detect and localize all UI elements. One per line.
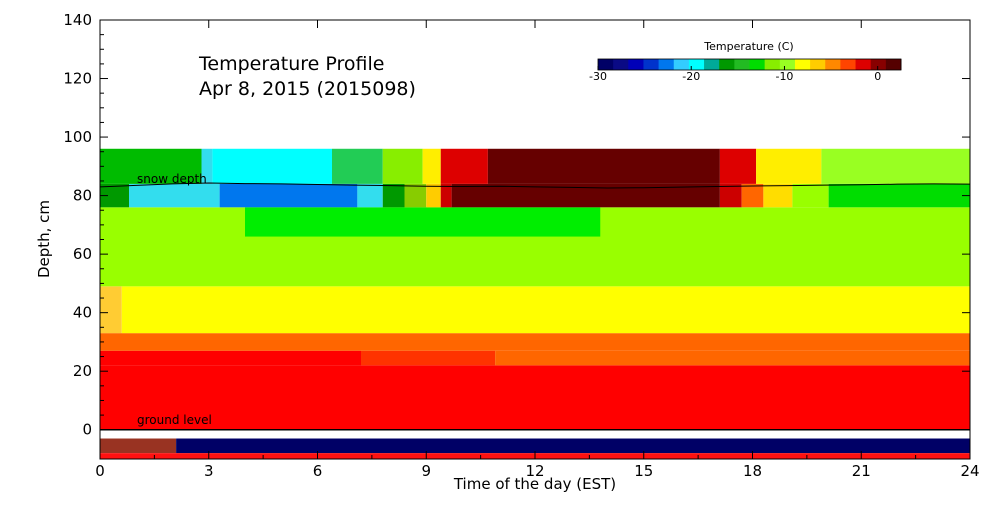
colorbar-cell <box>688 59 705 70</box>
colorbar-title: Temperature (C) <box>703 40 793 53</box>
heatmap-cell <box>357 183 383 208</box>
colorbar-cell <box>719 59 735 70</box>
colorbar-cell <box>840 59 857 70</box>
heatmap-cell <box>828 183 970 208</box>
x-tick-label: 24 <box>960 462 979 480</box>
heatmap-cell <box>212 148 332 184</box>
heatmap-cell <box>100 438 177 454</box>
y-tick-label: 80 <box>73 187 92 205</box>
heatmap-cell <box>487 148 720 184</box>
colorbar-tick-label: -30 <box>589 70 607 83</box>
colorbar-cell <box>598 59 614 70</box>
overlays <box>99 182 971 431</box>
heatmap-cell <box>100 183 129 208</box>
x-tick-label: 12 <box>525 462 544 480</box>
heatmap-cell <box>332 148 383 184</box>
colorbar-cell <box>779 59 796 70</box>
colorbar-tick-label: 0 <box>874 70 881 83</box>
heatmap-cell <box>763 183 793 208</box>
colorbar-cell <box>810 59 826 70</box>
heatmap-cell <box>426 183 441 208</box>
heatmap-cell <box>382 183 405 208</box>
colorbar-cell <box>613 59 629 70</box>
colorbar-cell <box>794 59 811 70</box>
axis-ticks: 0 3 6 9 12 15 18 21 24 0 20 40 60 80 100 120 140 <box>63 11 979 480</box>
colorbar-cell <box>825 59 841 70</box>
colorbar-ticks: -30 -20 -10 0 <box>589 66 881 83</box>
colorbar-frame <box>597 58 902 71</box>
heatmap-cell <box>719 148 757 184</box>
heatmap-cell <box>495 350 970 366</box>
colorbar-cell <box>704 59 720 70</box>
colorbar-cell <box>643 59 660 70</box>
y-tick-label: 40 <box>73 304 92 322</box>
heatmap-cell <box>756 148 822 184</box>
x-tick-label: 9 <box>421 462 431 480</box>
heatmap-cell <box>792 183 829 208</box>
colorbar-cell <box>658 59 675 70</box>
heatmap-cell <box>100 350 361 366</box>
heatmap-cell <box>404 183 427 208</box>
heatmap-cell <box>121 286 970 334</box>
heatmap-cell <box>422 148 441 184</box>
heatmap-cell <box>100 286 122 334</box>
colorbar-cell <box>870 59 887 70</box>
colorbar-cells <box>598 59 902 70</box>
colorbar-cell <box>628 59 644 70</box>
snow-depth-line <box>99 182 971 189</box>
heatmap-cell <box>100 148 202 184</box>
heatmap-cell <box>361 350 496 366</box>
y-tick-label: 60 <box>73 245 92 263</box>
x-tick-label: 3 <box>204 462 214 480</box>
snow-depth-label: snow depth <box>137 172 207 186</box>
x-tick-label: 0 <box>95 462 105 480</box>
colorbar-tick-label: -20 <box>682 70 700 83</box>
x-tick-label: 18 <box>743 462 762 480</box>
chart-title-line-1: Temperature Profile <box>198 53 384 75</box>
y-tick-label: 120 <box>63 70 92 88</box>
heatmap-cell <box>129 183 220 208</box>
colorbar-cell <box>673 59 690 70</box>
y-tick-label: 140 <box>63 11 92 29</box>
x-tick-label: 15 <box>634 462 653 480</box>
heatmap-cell <box>451 183 720 208</box>
heatmap-cell <box>719 183 742 208</box>
y-tick-label: 0 <box>82 421 92 439</box>
heatmap-cell <box>176 438 970 454</box>
ground-level-label: ground level <box>137 413 212 427</box>
x-tick-label: 6 <box>313 462 323 480</box>
colorbar: Temperature (C) -30 -20 -10 0 <box>589 40 902 83</box>
heatmap-cell <box>382 148 423 184</box>
y-tick-label: 100 <box>63 128 92 146</box>
colorbar-cell <box>749 59 766 70</box>
y-tick-label: 20 <box>73 362 92 380</box>
colorbar-tick-label: -10 <box>775 70 793 83</box>
colorbar-cell <box>855 59 872 70</box>
y-axis-title: Depth, cm <box>35 200 53 278</box>
colorbar-cell <box>764 59 781 70</box>
heatmap-cell <box>100 333 970 351</box>
x-tick-label: 21 <box>852 462 871 480</box>
colorbar-cell <box>734 59 750 70</box>
chart-title-line-2: Apr 8, 2015 (2015098) <box>199 78 416 100</box>
x-axis-title: Time of the day (EST) <box>453 475 616 493</box>
heatmap-cells <box>100 148 970 459</box>
heatmap-cell <box>100 365 970 430</box>
heatmap-cell <box>245 207 601 237</box>
heatmap-cell <box>741 183 764 208</box>
heatmap-cell <box>821 148 970 184</box>
heatmap-cell <box>440 183 452 208</box>
heatmap-cell <box>440 148 488 184</box>
heatmap-cell <box>201 148 213 184</box>
colorbar-cell <box>885 59 902 70</box>
heatmap-cell <box>219 183 358 208</box>
